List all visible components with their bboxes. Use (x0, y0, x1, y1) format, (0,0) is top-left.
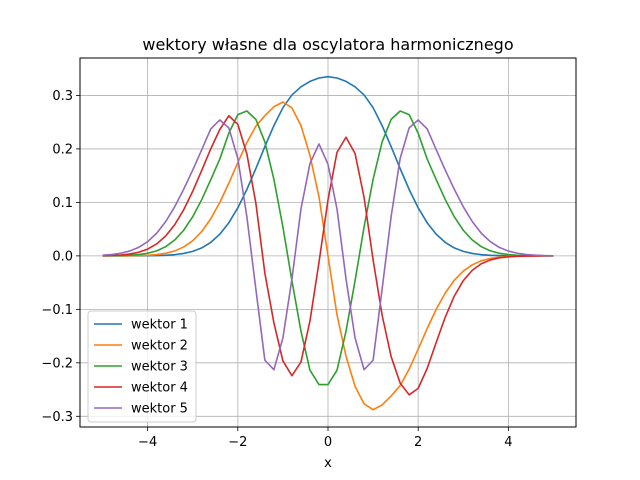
legend-label: wektor 5 (131, 402, 188, 417)
series-line-4 (102, 114, 554, 396)
x-tick-label: −4 (138, 435, 157, 450)
series-line-3 (102, 110, 554, 386)
legend: wektor 1 wektor 2 wektor 3 wektor 4 wektor 5 (87, 310, 197, 423)
series-layer (102, 75, 554, 411)
x-tick-label: 0 (324, 435, 332, 450)
series-line-1 (102, 75, 554, 257)
y-tick-label: −0.2 (41, 356, 73, 371)
legend-box (87, 310, 197, 423)
x-axis-label: x (324, 456, 332, 471)
legend-label: wektor 3 (131, 360, 188, 375)
legend-label: wektor 2 (131, 339, 188, 354)
series-line-2 (102, 101, 554, 411)
legend-label: wektor 4 (131, 381, 188, 396)
legend-label: wektor 1 (131, 318, 188, 333)
chart-title: wektory własne dla oscylatora harmoniczn… (142, 35, 513, 54)
x-tick-label: 2 (414, 435, 422, 450)
y-tick-label: 0.0 (52, 249, 73, 264)
y-tick-label: 0.1 (52, 196, 73, 211)
y-tick-label: −0.1 (41, 303, 73, 318)
y-tick-label: −0.3 (41, 410, 73, 425)
ticks: −4 −2 0 2 4 −0.3 −0.2 −0.1 0.0 0.1 0.2 0.3 (41, 89, 512, 450)
y-tick-label: 0.2 (52, 142, 73, 157)
x-tick-label: 4 (504, 435, 512, 450)
y-tick-label: 0.3 (52, 89, 73, 104)
x-tick-label: −2 (228, 435, 247, 450)
series-line-5 (102, 119, 554, 371)
